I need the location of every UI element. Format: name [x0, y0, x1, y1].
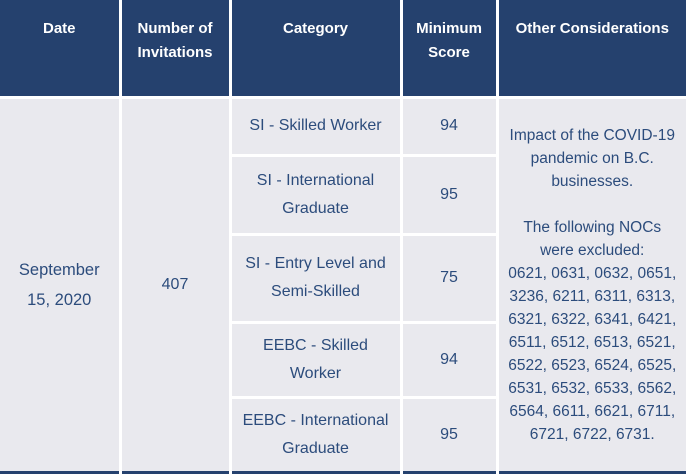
- table-header-row: Date Number of Invitations Category Mini…: [0, 0, 686, 99]
- category-cell: SI - Entry Level and Semi-Skilled: [230, 234, 403, 324]
- column-header-category-label: Category: [282, 20, 349, 37]
- category-cell: SI - International Graduate: [230, 155, 403, 236]
- date-value: September 15, 2020: [18, 260, 100, 309]
- minimum-score-cell: 95: [401, 155, 499, 236]
- noc-exclusions-label-text: The following NOCs were excluded:: [523, 218, 662, 259]
- column-header-date-label: Date: [42, 20, 76, 37]
- covid-impact-note: Impact of the COVID-19 pandemic on B.C. …: [509, 126, 675, 190]
- minimum-score-cell: 75: [401, 234, 499, 324]
- minimum-score-cell: 95: [401, 397, 499, 472]
- invitations-count-cell: 407: [120, 97, 232, 472]
- column-header-invitations: Number of Invitations: [120, 0, 232, 99]
- noc-exclusions-label: The following NOCs were excluded:: [505, 216, 681, 262]
- category-cell: EEBC - International Graduate: [230, 397, 403, 472]
- column-header-other-considerations: Other Considerations: [497, 0, 686, 99]
- table-row: SI - International Graduate 95: [0, 155, 686, 236]
- column-header-minimum-score: Minimum Score: [401, 0, 499, 99]
- column-header-minimum-score-label: Minimum Score: [416, 20, 482, 61]
- column-header-category: Category: [230, 0, 403, 99]
- column-header-other-considerations-label: Other Considerations: [515, 20, 669, 37]
- table-row: EEBC - International Graduate 95: [0, 397, 686, 472]
- category-cell: SI - Skilled Worker: [230, 97, 403, 157]
- column-header-date: Date: [0, 0, 122, 99]
- excluded-noc-list: 0621, 0631, 0632, 0651, 3236, 6211, 6311…: [508, 264, 677, 443]
- date-cell: September 15, 2020: [0, 97, 122, 472]
- minimum-score-cell: 94: [401, 97, 499, 157]
- minimum-score-cell: 94: [401, 322, 499, 399]
- column-header-invitations-label: Number of Invitations: [137, 20, 213, 61]
- table-row: SI - Entry Level and Semi-Skilled 75: [0, 234, 686, 324]
- other-considerations-cell: Impact of the COVID-19 pandemic on B.C. …: [497, 97, 686, 472]
- table-row: September 15, 2020 407 SI - Skilled Work…: [0, 97, 686, 472]
- category-cell: EEBC - Skilled Worker: [230, 322, 403, 399]
- table-row: EEBC - Skilled Worker 94: [0, 322, 686, 399]
